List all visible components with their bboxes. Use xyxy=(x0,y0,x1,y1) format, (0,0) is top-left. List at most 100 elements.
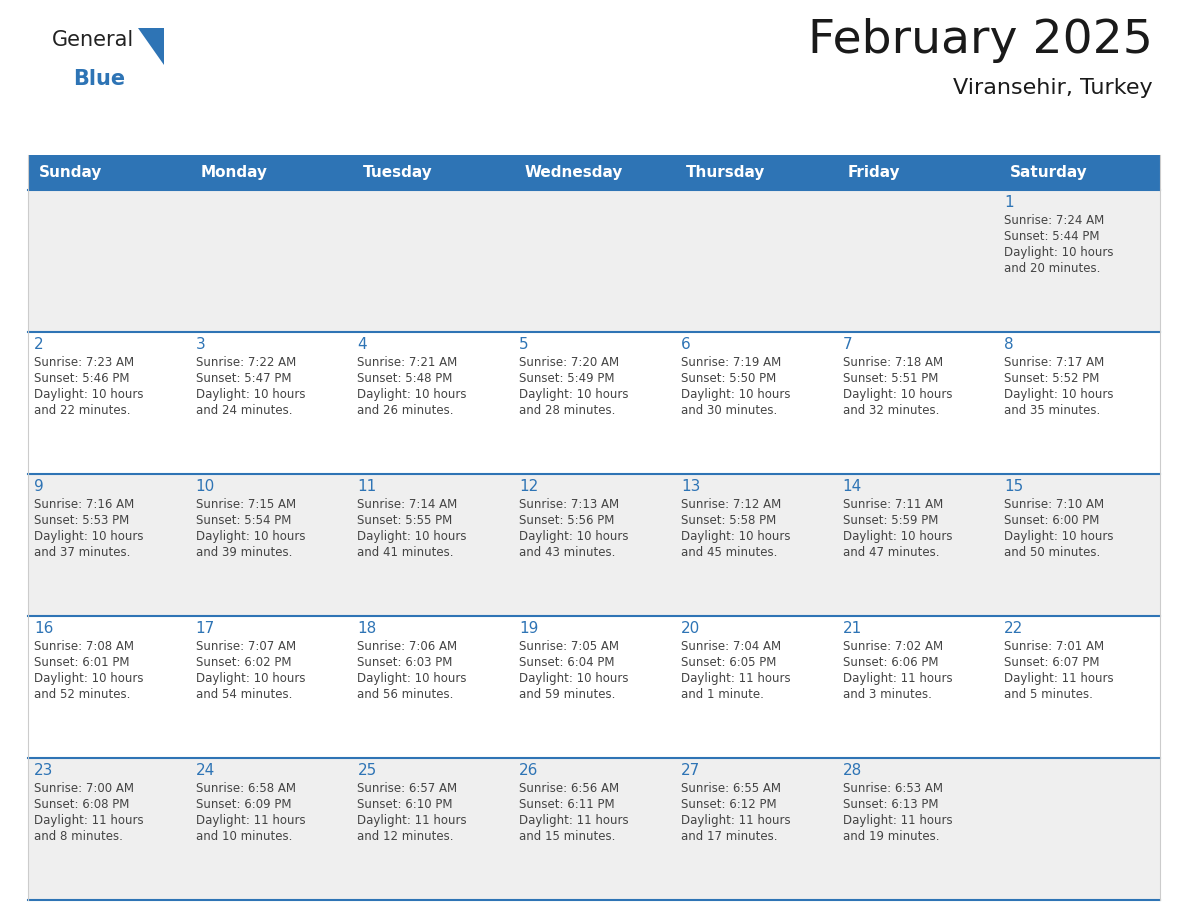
Text: 7: 7 xyxy=(842,337,852,352)
Text: Sunset: 5:56 PM: Sunset: 5:56 PM xyxy=(519,514,614,527)
Text: 4: 4 xyxy=(358,337,367,352)
Bar xyxy=(29,155,190,190)
Text: 17: 17 xyxy=(196,621,215,636)
Text: Sunrise: 7:06 AM: Sunrise: 7:06 AM xyxy=(358,640,457,653)
Text: Daylight: 10 hours: Daylight: 10 hours xyxy=(34,672,144,685)
Text: Daylight: 10 hours: Daylight: 10 hours xyxy=(681,388,790,401)
Text: Sunrise: 7:05 AM: Sunrise: 7:05 AM xyxy=(519,640,619,653)
Text: Daylight: 10 hours: Daylight: 10 hours xyxy=(519,530,628,543)
Text: Daylight: 10 hours: Daylight: 10 hours xyxy=(519,672,628,685)
Text: Sunrise: 7:14 AM: Sunrise: 7:14 AM xyxy=(358,498,457,511)
Text: Saturday: Saturday xyxy=(1010,165,1087,180)
Text: Sunset: 6:06 PM: Sunset: 6:06 PM xyxy=(842,656,939,669)
Text: and 45 minutes.: and 45 minutes. xyxy=(681,546,777,559)
Text: Sunrise: 7:18 AM: Sunrise: 7:18 AM xyxy=(842,356,943,369)
Text: and 12 minutes.: and 12 minutes. xyxy=(358,830,454,843)
Text: and 24 minutes.: and 24 minutes. xyxy=(196,404,292,417)
Text: and 19 minutes.: and 19 minutes. xyxy=(842,830,939,843)
Text: Monday: Monday xyxy=(201,165,268,180)
Text: Daylight: 11 hours: Daylight: 11 hours xyxy=(196,814,305,827)
Text: Daylight: 11 hours: Daylight: 11 hours xyxy=(842,814,953,827)
Bar xyxy=(29,474,1159,616)
Text: and 5 minutes.: and 5 minutes. xyxy=(1004,688,1093,701)
Bar xyxy=(29,332,1159,474)
Text: 24: 24 xyxy=(196,763,215,778)
Text: Sunrise: 7:13 AM: Sunrise: 7:13 AM xyxy=(519,498,619,511)
Text: Sunset: 5:55 PM: Sunset: 5:55 PM xyxy=(358,514,453,527)
Text: Sunrise: 7:19 AM: Sunrise: 7:19 AM xyxy=(681,356,781,369)
Text: Daylight: 10 hours: Daylight: 10 hours xyxy=(196,530,305,543)
Text: Tuesday: Tuesday xyxy=(362,165,432,180)
Text: and 41 minutes.: and 41 minutes. xyxy=(358,546,454,559)
Text: 9: 9 xyxy=(34,479,44,494)
Text: Sunset: 5:53 PM: Sunset: 5:53 PM xyxy=(34,514,129,527)
Text: 26: 26 xyxy=(519,763,538,778)
Text: Sunset: 5:52 PM: Sunset: 5:52 PM xyxy=(1004,372,1100,385)
Text: 27: 27 xyxy=(681,763,700,778)
Text: Daylight: 11 hours: Daylight: 11 hours xyxy=(519,814,628,827)
Text: and 22 minutes.: and 22 minutes. xyxy=(34,404,131,417)
Text: 25: 25 xyxy=(358,763,377,778)
Text: Sunrise: 7:20 AM: Sunrise: 7:20 AM xyxy=(519,356,619,369)
Text: 20: 20 xyxy=(681,621,700,636)
Text: 15: 15 xyxy=(1004,479,1024,494)
Text: Daylight: 11 hours: Daylight: 11 hours xyxy=(842,672,953,685)
Text: Sunset: 6:13 PM: Sunset: 6:13 PM xyxy=(842,798,939,811)
Text: 10: 10 xyxy=(196,479,215,494)
Text: 11: 11 xyxy=(358,479,377,494)
Text: Sunset: 6:08 PM: Sunset: 6:08 PM xyxy=(34,798,129,811)
Text: General: General xyxy=(52,30,134,50)
Text: Sunset: 6:07 PM: Sunset: 6:07 PM xyxy=(1004,656,1100,669)
Text: Sunset: 5:46 PM: Sunset: 5:46 PM xyxy=(34,372,129,385)
Text: Daylight: 10 hours: Daylight: 10 hours xyxy=(1004,246,1114,259)
Text: Sunset: 6:04 PM: Sunset: 6:04 PM xyxy=(519,656,614,669)
Text: and 26 minutes.: and 26 minutes. xyxy=(358,404,454,417)
Bar xyxy=(29,616,1159,758)
Bar xyxy=(513,155,675,190)
Text: and 3 minutes.: and 3 minutes. xyxy=(842,688,931,701)
Text: Daylight: 10 hours: Daylight: 10 hours xyxy=(196,672,305,685)
Text: 12: 12 xyxy=(519,479,538,494)
Text: Sunset: 6:09 PM: Sunset: 6:09 PM xyxy=(196,798,291,811)
Text: Sunset: 5:47 PM: Sunset: 5:47 PM xyxy=(196,372,291,385)
Text: 16: 16 xyxy=(34,621,53,636)
Text: Sunrise: 6:55 AM: Sunrise: 6:55 AM xyxy=(681,782,781,795)
Text: Daylight: 11 hours: Daylight: 11 hours xyxy=(34,814,144,827)
Text: 14: 14 xyxy=(842,479,861,494)
Text: Wednesday: Wednesday xyxy=(524,165,623,180)
Text: and 52 minutes.: and 52 minutes. xyxy=(34,688,131,701)
Text: Sunset: 6:10 PM: Sunset: 6:10 PM xyxy=(358,798,453,811)
Text: 22: 22 xyxy=(1004,621,1024,636)
Text: Friday: Friday xyxy=(848,165,901,180)
Text: 8: 8 xyxy=(1004,337,1013,352)
Text: Sunrise: 7:22 AM: Sunrise: 7:22 AM xyxy=(196,356,296,369)
Bar xyxy=(29,758,1159,900)
Text: Daylight: 10 hours: Daylight: 10 hours xyxy=(842,530,952,543)
Text: and 56 minutes.: and 56 minutes. xyxy=(358,688,454,701)
Text: and 39 minutes.: and 39 minutes. xyxy=(196,546,292,559)
Text: Daylight: 10 hours: Daylight: 10 hours xyxy=(358,672,467,685)
Text: February 2025: February 2025 xyxy=(808,18,1154,63)
Text: 23: 23 xyxy=(34,763,53,778)
Text: Daylight: 10 hours: Daylight: 10 hours xyxy=(519,388,628,401)
Text: Daylight: 10 hours: Daylight: 10 hours xyxy=(34,388,144,401)
Text: and 15 minutes.: and 15 minutes. xyxy=(519,830,615,843)
Bar xyxy=(836,155,998,190)
Text: Sunrise: 7:01 AM: Sunrise: 7:01 AM xyxy=(1004,640,1105,653)
Text: Sunset: 5:44 PM: Sunset: 5:44 PM xyxy=(1004,230,1100,243)
Text: 28: 28 xyxy=(842,763,861,778)
Text: and 1 minute.: and 1 minute. xyxy=(681,688,764,701)
Text: Daylight: 11 hours: Daylight: 11 hours xyxy=(681,814,790,827)
Text: Sunrise: 7:10 AM: Sunrise: 7:10 AM xyxy=(1004,498,1105,511)
Text: and 20 minutes.: and 20 minutes. xyxy=(1004,262,1100,275)
Bar xyxy=(190,155,352,190)
Text: Sunrise: 7:00 AM: Sunrise: 7:00 AM xyxy=(34,782,134,795)
Text: Sunrise: 7:17 AM: Sunrise: 7:17 AM xyxy=(1004,356,1105,369)
Text: Viransehir, Turkey: Viransehir, Turkey xyxy=(954,78,1154,98)
Text: Sunrise: 7:02 AM: Sunrise: 7:02 AM xyxy=(842,640,943,653)
Bar xyxy=(29,190,1159,332)
Text: and 10 minutes.: and 10 minutes. xyxy=(196,830,292,843)
Text: Sunset: 5:58 PM: Sunset: 5:58 PM xyxy=(681,514,776,527)
Text: Sunset: 6:11 PM: Sunset: 6:11 PM xyxy=(519,798,614,811)
Text: Daylight: 11 hours: Daylight: 11 hours xyxy=(358,814,467,827)
